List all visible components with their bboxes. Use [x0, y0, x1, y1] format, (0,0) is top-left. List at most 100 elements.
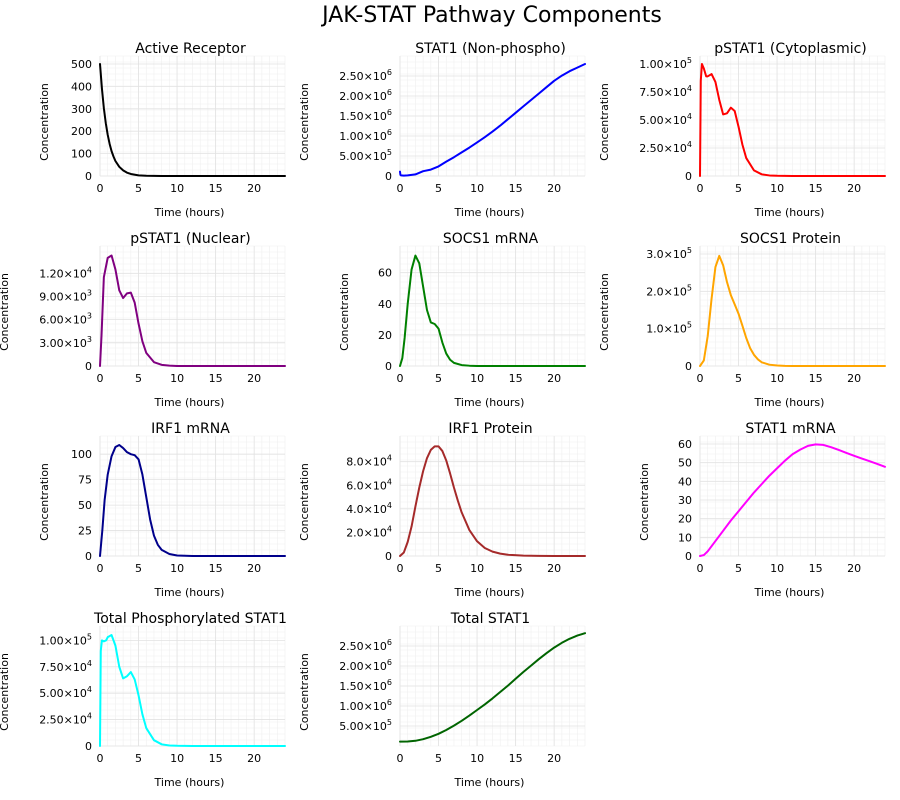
x-tick-label: 5 [735, 562, 742, 575]
grid [699, 55, 886, 177]
series-line [699, 254, 886, 367]
subplot-title: pSTAT1 (Nuclear) [130, 231, 250, 247]
y-tick-label: 60 [678, 438, 692, 451]
y-axis-label: Concentration [338, 273, 351, 351]
x-tick-label: 0 [97, 752, 104, 765]
y-tick-label: 20 [678, 513, 692, 526]
x-tick-label: 5 [435, 752, 442, 765]
y-tick-label: 100 [71, 148, 92, 161]
x-axis-label: Time (hours) [154, 206, 225, 219]
x-tick-label: 20 [547, 562, 561, 575]
series-line [699, 443, 886, 557]
x-tick-label: 20 [847, 372, 861, 385]
x-tick-label: 20 [847, 562, 861, 575]
x-tick-label: 0 [697, 562, 704, 575]
subplot-8: IRF1 Protein 0 5 10 15 20 0 2.0×104 4.0×104 6.0×1… [298, 421, 586, 599]
y-axis-label: Concentration [38, 83, 51, 161]
y-tick-label: 7.50×104 [639, 84, 692, 99]
subplot-title: SOCS1 mRNA [443, 231, 539, 247]
y-tick-label: 2.00×106 [339, 88, 392, 103]
y-tick-label: 0 [685, 170, 692, 183]
x-axis-label: Time (hours) [754, 396, 825, 409]
y-tick-label: 5.00×105 [339, 148, 392, 163]
y-tick-label: 0 [85, 740, 92, 753]
y-tick-label: 3.0×105 [646, 246, 692, 261]
series-line [399, 445, 586, 557]
subplot-5: SOCS1 mRNA 0 5 10 15 20 0 20 40 60 Time (hours) Con… [338, 231, 586, 409]
y-tick-label: 9.00×103 [39, 288, 92, 303]
x-tick-label: 0 [397, 372, 404, 385]
subplot-title: pSTAT1 (Cytoplasmic) [714, 41, 867, 57]
series-line [99, 444, 286, 557]
subplot-title: Total STAT1 [450, 611, 530, 627]
x-tick-label: 10 [170, 372, 184, 385]
x-tick-label: 15 [209, 182, 223, 195]
x-axis-label: Time (hours) [454, 586, 525, 599]
y-tick-label: 30 [678, 494, 692, 507]
y-axis-label: Concentration [598, 83, 611, 161]
y-tick-label: 25 [78, 525, 92, 538]
x-tick-label: 0 [397, 752, 404, 765]
y-tick-label: 1.50×106 [339, 108, 392, 123]
x-tick-label: 10 [470, 182, 484, 195]
x-tick-label: 10 [470, 752, 484, 765]
subplot-3: pSTAT1 (Cytoplasmic) 0 5 10 15 20 0 2.50×104 5.0… [598, 41, 886, 219]
x-tick-label: 15 [509, 372, 523, 385]
y-tick-label: 2.50×104 [639, 140, 692, 155]
y-tick-label: 0 [385, 170, 392, 183]
x-axis-label: Time (hours) [154, 776, 225, 789]
x-tick-label: 5 [435, 372, 442, 385]
x-tick-label: 20 [547, 182, 561, 195]
y-tick-label: 0 [85, 360, 92, 373]
series-line [99, 254, 286, 367]
y-tick-label: 1.50×106 [339, 678, 392, 693]
y-axis-label: Concentration [638, 463, 651, 541]
subplot-7: IRF1 mRNA 0 5 10 15 20 0 25 50 75 100 Time (hours) C… [38, 421, 286, 599]
y-tick-label: 1.00×105 [39, 632, 92, 647]
grid [699, 245, 886, 367]
y-tick-label: 0 [385, 360, 392, 373]
subplot-4: pSTAT1 (Nuclear) 0 5 10 15 20 0 3.00×103 6.00×10… [0, 231, 286, 409]
x-tick-label: 5 [735, 372, 742, 385]
x-tick-label: 5 [135, 182, 142, 195]
grid [399, 625, 586, 747]
x-tick-label: 20 [247, 562, 261, 575]
x-tick-label: 10 [170, 752, 184, 765]
y-tick-label: 50 [78, 499, 92, 512]
x-axis-label: Time (hours) [154, 586, 225, 599]
x-tick-label: 10 [770, 182, 784, 195]
y-axis-label: Concentration [598, 273, 611, 351]
x-tick-label: 15 [209, 562, 223, 575]
x-tick-label: 10 [170, 182, 184, 195]
subplot-title: STAT1 (Non-phospho) [415, 41, 566, 57]
x-tick-label: 10 [770, 372, 784, 385]
y-tick-label: 2.50×106 [339, 638, 392, 653]
y-tick-label: 5.00×104 [639, 112, 692, 127]
grid [99, 245, 286, 367]
x-tick-label: 10 [470, 372, 484, 385]
y-axis-label: Concentration [38, 463, 51, 541]
x-axis-label: Time (hours) [154, 396, 225, 409]
x-tick-label: 20 [247, 372, 261, 385]
x-tick-label: 20 [847, 182, 861, 195]
y-tick-label: 2.0×105 [646, 283, 692, 298]
subplot-6: SOCS1 Protein 0 5 10 15 20 0 1.0×105 2.0×105 3.0×… [598, 231, 886, 409]
series-line [99, 63, 286, 177]
x-tick-label: 10 [470, 562, 484, 575]
subplot-10: Total Phosphorylated STAT1 0 5 10 15 20 0 2.50×… [0, 611, 287, 789]
x-tick-label: 15 [809, 562, 823, 575]
grid [699, 435, 886, 557]
y-tick-label: 2.00×106 [339, 658, 392, 673]
x-tick-label: 5 [135, 562, 142, 575]
y-tick-label: 0 [385, 550, 392, 563]
x-axis-label: Time (hours) [454, 776, 525, 789]
x-tick-label: 0 [97, 562, 104, 575]
x-tick-label: 15 [509, 562, 523, 575]
x-axis-label: Time (hours) [754, 206, 825, 219]
x-tick-label: 15 [209, 372, 223, 385]
y-tick-label: 60 [378, 267, 392, 280]
x-tick-label: 5 [735, 182, 742, 195]
